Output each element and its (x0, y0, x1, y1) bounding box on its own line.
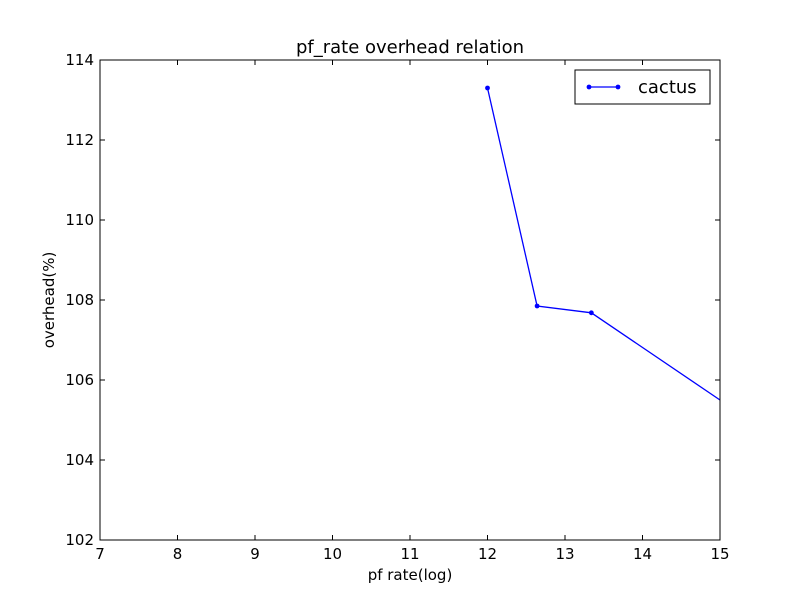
y-axis-label: overhead(%) (40, 252, 58, 349)
plot-frame (99, 59, 721, 541)
x-tick-label: 15 (710, 545, 729, 563)
y-tick-label: 110 (65, 211, 94, 229)
legend-marker (615, 84, 621, 90)
y-tick-label: 106 (65, 371, 94, 389)
series-line-cactus (486, 87, 720, 401)
y-tick-label: 102 (65, 531, 94, 549)
x-tick-label: 12 (478, 545, 497, 563)
legend-label-cactus: cactus (638, 77, 697, 98)
x-axis-label: pf rate(log) (368, 566, 453, 584)
legend-marker (586, 84, 592, 90)
x-tick-label: 7 (95, 545, 105, 563)
x-tick-label: 10 (323, 545, 342, 563)
chart-title: pf_rate overhead relation (296, 37, 524, 58)
y-tick-label: 108 (65, 291, 94, 309)
legend: cactus (574, 69, 711, 105)
y-tick-label: 112 (65, 131, 94, 149)
data-point (485, 85, 490, 91)
y-tick-label: 104 (65, 451, 94, 469)
series-layer (485, 85, 720, 401)
x-tick-label: 13 (555, 545, 574, 563)
axis-ticks: 7 8 9 10 11 12 13 14 15 102 104 106 108 110 112 114 (65, 51, 729, 563)
x-tick-label: 9 (250, 545, 260, 563)
x-tick-label: 11 (400, 545, 419, 563)
x-tick-label: 14 (633, 545, 652, 563)
data-point (588, 310, 594, 316)
y-tick-label: 114 (65, 51, 94, 69)
x-tick-label: 8 (173, 545, 183, 563)
data-point (534, 303, 540, 309)
